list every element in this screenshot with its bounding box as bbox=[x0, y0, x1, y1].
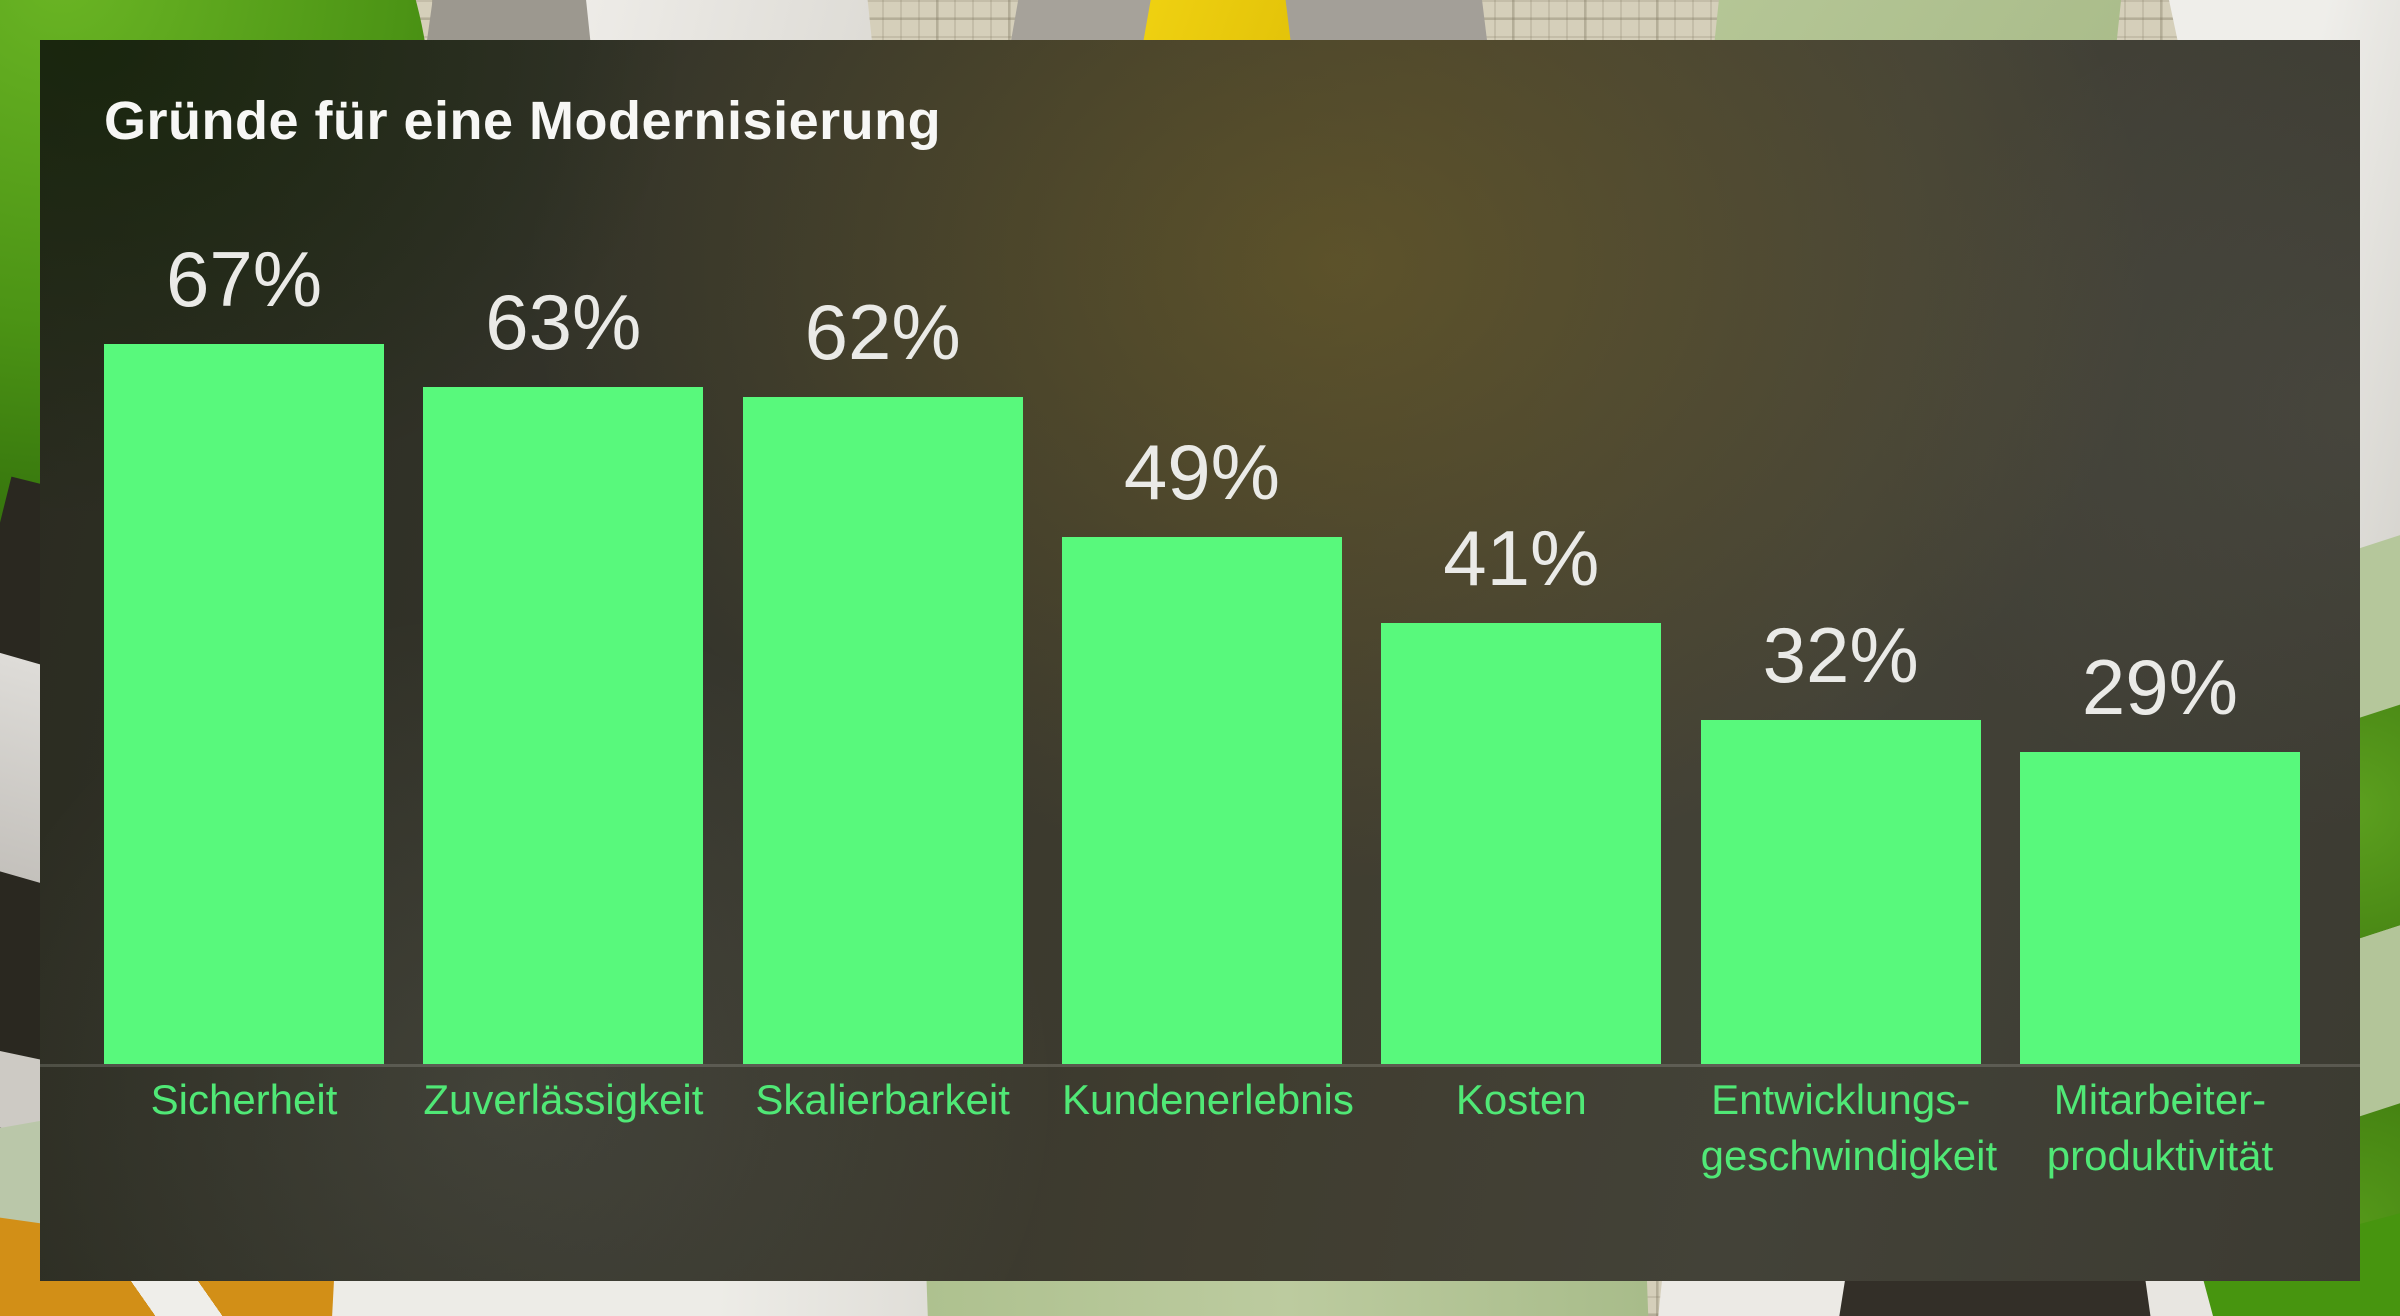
bar-column-mitarbeiter-produktivit-t: 29% bbox=[2019, 643, 2300, 1064]
bar-column-kosten: 41% bbox=[1381, 514, 1662, 1064]
bar-column-sicherheit: 67% bbox=[104, 240, 384, 1064]
bar-chart-plot-area: 67% 63% 62% 49% 41% 32% 29% bbox=[104, 40, 2300, 1064]
category-label-kundenerlebnis: Kundenerlebnis bbox=[1061, 1076, 1354, 1123]
bar-entwicklungs-geschwindigkeit bbox=[1700, 720, 1981, 1064]
chart-baseline bbox=[40, 1064, 2360, 1067]
bar-zuverl-ssigkeit bbox=[423, 387, 704, 1064]
bar-column-entwicklungs-geschwindigkeit: 32% bbox=[1700, 611, 1981, 1064]
category-label-mitarbeiter-produktivit-t: Mitarbeiter- produktivität bbox=[2046, 1076, 2274, 1179]
category-label-skalierbarkeit: Skalierbarkeit bbox=[755, 1076, 1010, 1123]
bar-value-label: 62% bbox=[804, 288, 961, 376]
bar-value-label: 41% bbox=[1443, 514, 1600, 602]
chart-title: Gründe für eine Modernisierung bbox=[104, 91, 942, 151]
bar-sicherheit bbox=[104, 344, 384, 1064]
bar-column-skalierbarkeit: 62% bbox=[742, 288, 1023, 1064]
bar-value-label: 67% bbox=[165, 235, 323, 323]
bar-value-label: 29% bbox=[2081, 643, 2239, 731]
bar-kosten bbox=[1381, 623, 1662, 1064]
bar-column-kundenerlebnis: 49% bbox=[1061, 428, 1342, 1064]
category-label-kosten: Kosten bbox=[1455, 1076, 1587, 1123]
bar-kundenerlebnis bbox=[1061, 537, 1342, 1064]
chart-panel: Gründe für eine Modernisierung 67% 63% 62%… bbox=[40, 40, 2360, 1281]
bar-skalierbarkeit bbox=[742, 397, 1023, 1064]
bar-column-zuverl-ssigkeit: 63% bbox=[423, 278, 704, 1064]
bar-value-label: 49% bbox=[1123, 428, 1281, 516]
bar-mitarbeiter-produktivit-t bbox=[2019, 752, 2300, 1064]
category-labels-row: Sicherheit Zuverlässigkeit Skalierbarkeit K… bbox=[104, 1072, 2300, 1184]
category-label-entwicklungs-geschwindigkeit: Entwicklungs- geschwindigkeit bbox=[1700, 1076, 1998, 1179]
category-label-zuverl-ssigkeit: Zuverlässigkeit bbox=[423, 1076, 704, 1123]
category-label-sicherheit: Sicherheit bbox=[150, 1076, 338, 1123]
bar-value-label: 63% bbox=[485, 278, 642, 366]
bar-value-label: 32% bbox=[1762, 611, 1919, 699]
